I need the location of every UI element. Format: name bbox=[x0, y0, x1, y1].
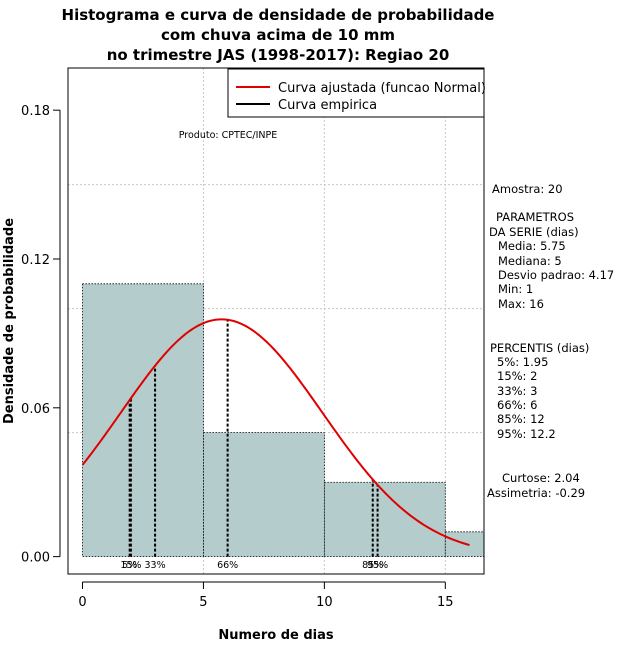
legend-box bbox=[227, 68, 485, 118]
y-axis-title: Densidade de probabilidade bbox=[2, 218, 17, 424]
chart-title-line-3: no trimestre JAS (1998-2017): Regiao 20 bbox=[107, 46, 450, 64]
stat-p95: 95%: 12.2 bbox=[497, 427, 556, 441]
percentile-label-4: 85% bbox=[362, 560, 383, 571]
legend-label-empirica: Curva empirica bbox=[278, 98, 377, 113]
y-tick-label-3: 0.18 bbox=[21, 104, 50, 119]
stat-mediana: Mediana: 5 bbox=[498, 254, 562, 268]
percentile-label-0: 5% bbox=[122, 560, 137, 571]
stat-media: Media: 5.75 bbox=[498, 239, 566, 253]
plot-border bbox=[67, 67, 485, 575]
x-tick-label-0: 0 bbox=[78, 595, 86, 610]
chart-title-line-2: com chuva acima de 10 mm bbox=[161, 26, 395, 44]
side-stats: Amostra: 20 PARAMETROS DA SERIE (dias) M… bbox=[487, 182, 614, 500]
stat-curtose: Curtose: 2.04 bbox=[502, 471, 580, 485]
stat-p5: 5%: 1.95 bbox=[497, 355, 548, 369]
x-tick-label-2: 10 bbox=[316, 595, 333, 610]
histogram-bar-2 bbox=[323, 481, 446, 558]
normal-fit-curve bbox=[81, 318, 470, 547]
histogram-bar-0 bbox=[82, 283, 204, 558]
product-label: Produto: CPTEC/INPE bbox=[179, 130, 278, 141]
bars-layer bbox=[82, 283, 485, 558]
x-tick-label-1: 5 bbox=[199, 595, 207, 610]
stat-percentis-title: PERCENTIS (dias) bbox=[490, 341, 589, 355]
y-tick-label-2: 0.12 bbox=[21, 253, 50, 268]
stat-assimetria: Assimetria: -0.29 bbox=[487, 486, 585, 500]
x-axis: 0 5 10 15 bbox=[78, 581, 454, 610]
stat-parametros-subtitle: DA SERIE (dias) bbox=[489, 225, 579, 239]
stat-p15: 15%: 2 bbox=[497, 369, 537, 383]
stat-p33: 33%: 3 bbox=[497, 384, 537, 398]
legend-label-normal: Curva ajustada (funcao Normal) bbox=[278, 81, 486, 96]
stat-desvio: Desvio padrao: 4.17 bbox=[498, 268, 614, 282]
stat-parametros-title: PARAMETROS bbox=[496, 210, 574, 224]
y-axis: 0.00 0.06 0.12 0.18 bbox=[21, 104, 61, 566]
legend: Curva ajustada (funcao Normal) Curva emp… bbox=[227, 68, 486, 118]
y-tick-label-0: 0.00 bbox=[21, 551, 50, 566]
y-tick-label-1: 0.06 bbox=[21, 402, 50, 417]
percentile-label-5: 95% bbox=[367, 560, 388, 571]
percentile-label-1: 15% bbox=[120, 560, 141, 571]
x-tick-label-3: 15 bbox=[437, 595, 454, 610]
curve-layer bbox=[81, 318, 470, 547]
percentile-label-2: 33% bbox=[145, 560, 166, 571]
chart-title-line-1: Histograma e curva de densidade de proba… bbox=[62, 6, 495, 24]
stat-min: Min: 1 bbox=[498, 282, 533, 296]
percentile-lines-layer bbox=[128, 319, 379, 557]
stat-p85: 85%: 12 bbox=[497, 412, 545, 426]
percentile-labels-layer: 5%15% 33% 66% 85%95% bbox=[120, 560, 388, 571]
stat-amostra: Amostra: 20 bbox=[492, 182, 563, 196]
stat-max: Max: 16 bbox=[498, 297, 544, 311]
x-axis-title: Numero de dias bbox=[218, 628, 334, 643]
histogram-bar-1 bbox=[203, 432, 325, 558]
percentile-label-3: 66% bbox=[217, 560, 238, 571]
stat-p66: 66%: 6 bbox=[497, 398, 537, 412]
